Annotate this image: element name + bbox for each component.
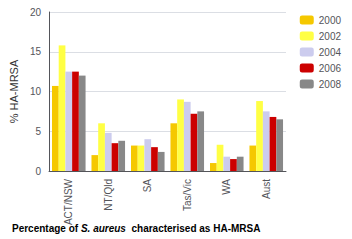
svg-text:SA: SA (142, 179, 153, 193)
svg-text:S. aureus: S. aureus (81, 223, 126, 234)
svg-text:20: 20 (30, 7, 42, 18)
svg-text:ACT/NSW: ACT/NSW (63, 178, 74, 225)
svg-text:2002: 2002 (319, 31, 342, 42)
svg-text:WA: WA (221, 179, 232, 195)
svg-text:15: 15 (30, 46, 42, 57)
svg-text:Aust: Aust (261, 179, 272, 199)
svg-text:10: 10 (30, 86, 42, 97)
svg-text:NT/Qld: NT/Qld (103, 179, 114, 211)
svg-text:Percentage of: Percentage of (12, 222, 81, 234)
svg-text:2000: 2000 (319, 15, 342, 26)
svg-text:% HA-MRSA: % HA-MRSA (8, 59, 20, 123)
svg-text:Tas/Vic: Tas/Vic (182, 179, 193, 211)
svg-text:2006: 2006 (319, 63, 342, 74)
svg-text:0: 0 (35, 166, 41, 177)
svg-text:2004: 2004 (319, 47, 342, 58)
svg-text:2008: 2008 (319, 79, 342, 90)
svg-text:5: 5 (35, 126, 41, 137)
svg-text:characterised as HA-MRSA: characterised as HA-MRSA (126, 223, 261, 234)
